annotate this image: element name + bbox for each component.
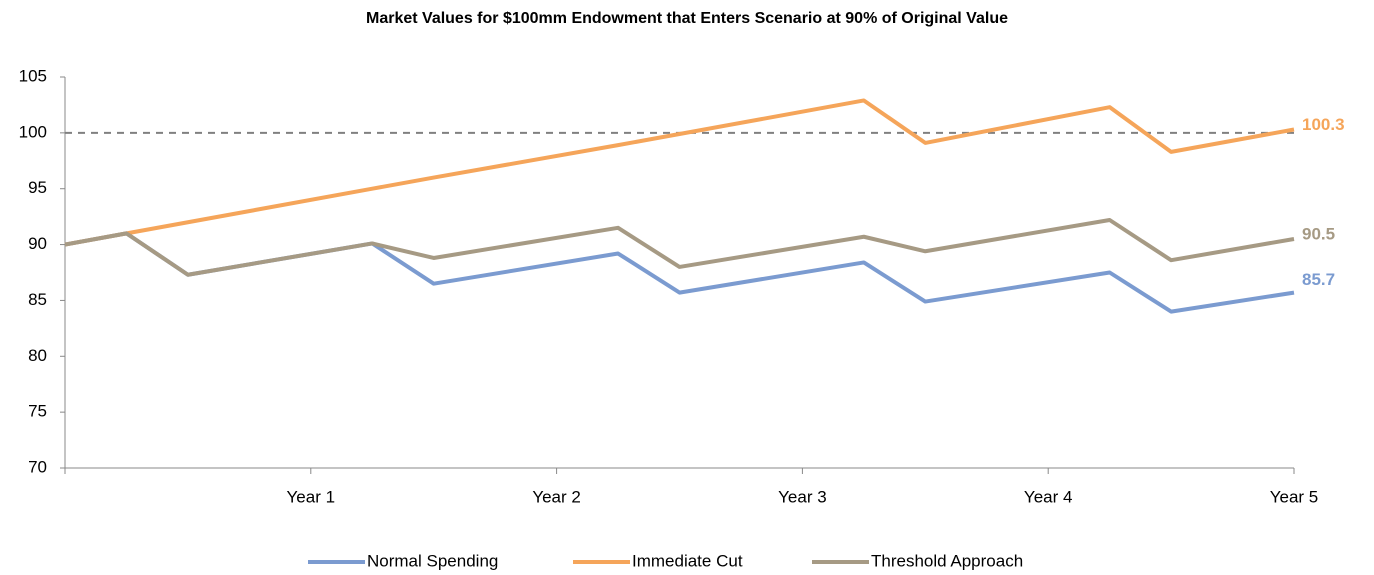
y-tick-label: 70 (28, 457, 47, 476)
y-tick-label: 105 (19, 66, 47, 85)
legend-label: Normal Spending (367, 551, 498, 570)
x-tick-label: Year 1 (287, 487, 336, 506)
series-line (64, 98, 1295, 247)
y-tick-label: 100 (19, 122, 47, 141)
x-tick-label: Year 4 (1024, 487, 1073, 506)
end-value-label: 100.3 (1302, 115, 1345, 134)
x-tick-label: Year 5 (1270, 487, 1319, 506)
legend-label: Threshold Approach (871, 551, 1023, 570)
end-value-label: 85.7 (1302, 270, 1335, 289)
x-tick-label: Year 2 (532, 487, 581, 506)
y-tick-label: 95 (28, 178, 47, 197)
end-value-label: 90.5 (1302, 224, 1335, 243)
legend-label: Immediate Cut (632, 551, 743, 570)
series-line (64, 217, 1295, 277)
y-tick-label: 90 (28, 234, 47, 253)
series-line (64, 231, 1295, 314)
x-tick-label: Year 3 (778, 487, 827, 506)
chart-title: Market Values for $100mm Endowment that … (366, 10, 1008, 27)
y-tick-label: 85 (28, 290, 47, 309)
y-tick-label: 80 (28, 346, 47, 365)
y-tick-label: 75 (28, 402, 47, 421)
